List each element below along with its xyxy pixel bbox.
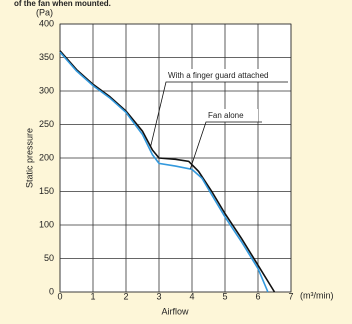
- y-tick-label: 350: [39, 52, 54, 62]
- x-tick-label: 5: [222, 291, 227, 301]
- y-tick-label: 300: [39, 85, 54, 95]
- x-unit: (m³/min): [300, 290, 334, 300]
- x-tick-label: 1: [90, 291, 95, 301]
- leader-line: [189, 121, 262, 169]
- y-tick-label: 50: [44, 253, 54, 263]
- y-tick-label: 0: [49, 286, 54, 296]
- annotation-box: [206, 109, 258, 122]
- series-line: [59, 51, 269, 293]
- y-axis-label: Static pressure: [24, 128, 34, 188]
- x-tick-label: 3: [156, 291, 161, 301]
- note: of the fan when mounted.: [14, 0, 111, 8]
- legend-label: With a finger guard attached: [168, 71, 269, 80]
- x-tick-label: 2: [123, 291, 128, 301]
- annotation-box: [166, 69, 284, 82]
- x-tick-label: 6: [255, 291, 260, 301]
- x-axis-label: Airflow: [161, 306, 189, 316]
- legend-label: Fan alone: [208, 111, 244, 120]
- y-tick-label: 150: [39, 186, 54, 196]
- series-line: [59, 50, 276, 293]
- leader-line: [150, 81, 288, 147]
- x-tick-label: 0: [57, 291, 62, 301]
- y-unit: (Pa): [36, 7, 53, 17]
- y-tick-label: 100: [39, 219, 54, 229]
- y-tick-label: 200: [39, 152, 54, 162]
- x-tick-label: 4: [189, 291, 194, 301]
- y-tick-label: 400: [39, 18, 54, 28]
- x-tick-label: 7: [288, 291, 293, 301]
- y-tick-label: 250: [39, 119, 54, 129]
